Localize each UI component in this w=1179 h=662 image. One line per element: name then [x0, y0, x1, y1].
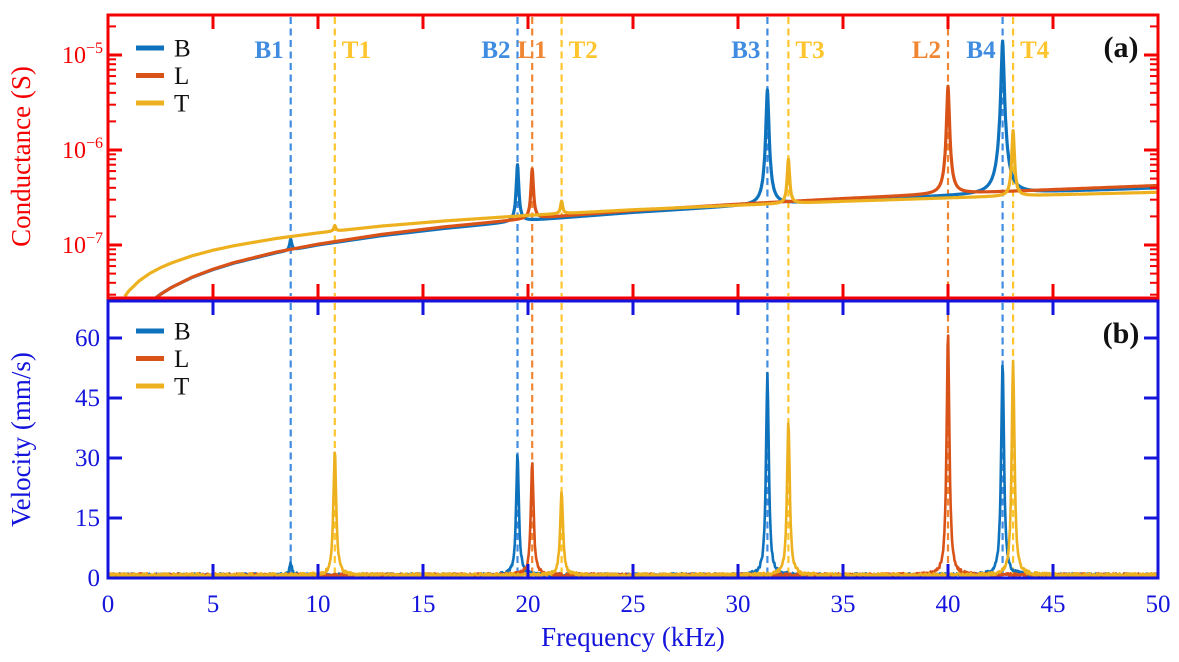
series-B-conductance-curve: [154, 39, 1157, 297]
panel-a-frame: 10−7 10−6 10−5 Conductance (S) (a): [6, 13, 1160, 300]
legend-panel-b: BLT: [136, 319, 191, 401]
x-tick-label: 15: [411, 591, 436, 618]
series-B-velocity-curve: [109, 364, 1157, 577]
y-axis-label-b: Velocity (mm/s): [6, 352, 36, 527]
marker-label-L2: L2: [912, 37, 941, 64]
legend-label-T: T: [174, 374, 189, 401]
legend-label-T: T: [174, 91, 189, 118]
y-tick-label: 45: [75, 385, 100, 412]
marker-label-L1: L1: [518, 37, 547, 64]
legend-panel-a: BLT: [136, 36, 191, 118]
x-tick-label: 25: [621, 591, 646, 618]
panel-b-border: [106, 299, 1160, 580]
panel-tag-a: (a): [1104, 31, 1139, 64]
y-tick-label: 10−6: [62, 135, 103, 164]
y-tick-label: 10−5: [62, 40, 103, 69]
y-axis-label-a: Conductance (S): [6, 66, 36, 247]
x-tick-label: 35: [831, 591, 856, 618]
panel-b-frame: 0 15 30 45 60 Velocity (mm/s) (b): [6, 299, 1160, 592]
marker-label-B2: B2: [481, 37, 510, 64]
x-tick-label: 45: [1041, 591, 1066, 618]
legend-label-B: B: [174, 36, 191, 63]
x-tick-label: 5: [207, 591, 220, 618]
y-tick-label: 10−7: [62, 230, 103, 259]
marker-label-T1: T1: [342, 37, 371, 64]
marker-label-T3: T3: [795, 37, 824, 64]
legend-label-L: L: [174, 63, 189, 90]
x-tick-label: 30: [726, 591, 751, 618]
panel-tag-b: (b): [1103, 317, 1140, 350]
panel-a-curves: [123, 39, 1157, 297]
y-tick-label: 15: [75, 505, 100, 532]
x-tick-label: 10: [306, 591, 331, 618]
x-tick-label: 50: [1146, 591, 1171, 618]
y-tick-label: 60: [75, 325, 100, 352]
marker-label-B1: B1: [255, 37, 284, 64]
series-T-conductance-curve: [123, 129, 1157, 297]
y-tick-label: 30: [75, 445, 100, 472]
marker-lines: [289, 303, 1015, 576]
x-tick-label: 0: [102, 591, 115, 618]
marker-label-T4: T4: [1020, 37, 1050, 64]
x-tick-label: 40: [936, 591, 961, 618]
x-tick-label: 20: [516, 591, 541, 618]
marker-label-T2: T2: [569, 37, 598, 64]
legend-label-B: B: [174, 319, 191, 346]
y-tick-label: 0: [88, 565, 101, 592]
x-axis-text: 0 5 10 15 20 25 30 35 40 45 50 Frequency (kHz): [102, 591, 1171, 652]
panel-b-curves: [109, 334, 1157, 577]
marker-label-B3: B3: [731, 37, 760, 64]
marker-lines: B1 T1 B2 L1 T2 B3 T3 L2 B4 T4: [255, 17, 1050, 296]
legend-label-L: L: [174, 346, 189, 373]
panel-a-border: [106, 13, 1160, 300]
x-axis-label: Frequency (kHz): [541, 622, 725, 652]
marker-label-B4: B4: [966, 37, 996, 64]
